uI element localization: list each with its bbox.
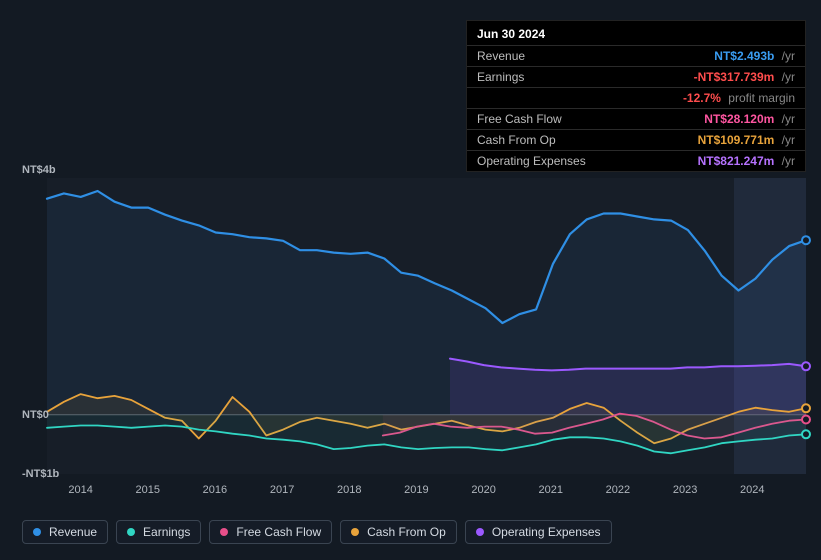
legend-label: Revenue [49,525,97,539]
legend-label: Earnings [143,525,190,539]
y-label-zero: NT$0 [22,409,49,421]
tooltip-row-2: -12.7% profit margin [467,87,805,108]
x-tick-2017: 2017 [270,484,294,496]
legend-label: Free Cash Flow [236,525,321,539]
legend-marker-icon [33,528,41,536]
hover-tooltip: Jun 30 2024 Revenue NT$2.493b /yr Earnings… [466,20,806,172]
legend-label: Cash From Op [367,525,446,539]
tooltip-row-1: Earnings -NT$317.739m /yr [467,66,805,87]
x-tick-2024: 2024 [740,484,764,496]
tooltip-row-value: NT$28.120m /yr [704,112,795,126]
legend-label: Operating Expenses [492,525,601,539]
legend-item-cash-from-op[interactable]: Cash From Op [340,520,457,544]
tooltip-row-4: Cash From Op NT$109.771m /yr [467,129,805,150]
y-label-min: -NT$1b [22,468,59,480]
x-tick-2021: 2021 [539,484,563,496]
x-tick-2015: 2015 [136,484,160,496]
tooltip-row-5: Operating Expenses NT$821.247m /yr [467,150,805,171]
x-tick-2022: 2022 [606,484,630,496]
x-tick-2016: 2016 [203,484,227,496]
legend: Revenue Earnings Free Cash Flow Cash From O… [22,520,612,544]
tooltip-row-label: Cash From Op [477,133,556,147]
tooltip-row-3: Free Cash Flow NT$28.120m /yr [467,108,805,129]
tooltip-row-value: NT$821.247m /yr [698,154,795,168]
tooltip-row-value: -12.7% profit margin [683,91,795,105]
tooltip-row-0: Revenue NT$2.493b /yr [467,45,805,66]
tooltip-row-label: Operating Expenses [477,154,586,168]
x-tick-2014: 2014 [68,484,92,496]
tooltip-date: Jun 30 2024 [467,21,805,45]
tooltip-row-value: NT$109.771m /yr [698,133,795,147]
tooltip-row-value: -NT$317.739m /yr [694,70,795,84]
tooltip-row-value: NT$2.493b /yr [714,49,795,63]
legend-marker-icon [127,528,135,536]
legend-item-earnings[interactable]: Earnings [116,520,201,544]
legend-item-operating-expenses[interactable]: Operating Expenses [465,520,612,544]
x-tick-2020: 2020 [471,484,495,496]
legend-marker-icon [351,528,359,536]
tooltip-row-label: Earnings [477,70,524,84]
legend-marker-icon [476,528,484,536]
legend-item-free-cash-flow[interactable]: Free Cash Flow [209,520,332,544]
tooltip-row-label: Free Cash Flow [477,112,562,126]
legend-marker-icon [220,528,228,536]
x-tick-2023: 2023 [673,484,697,496]
x-tick-2019: 2019 [404,484,428,496]
y-label-max: NT$4b [22,164,56,176]
x-tick-2018: 2018 [337,484,361,496]
tooltip-row-label: Revenue [477,49,525,63]
legend-item-revenue[interactable]: Revenue [22,520,108,544]
